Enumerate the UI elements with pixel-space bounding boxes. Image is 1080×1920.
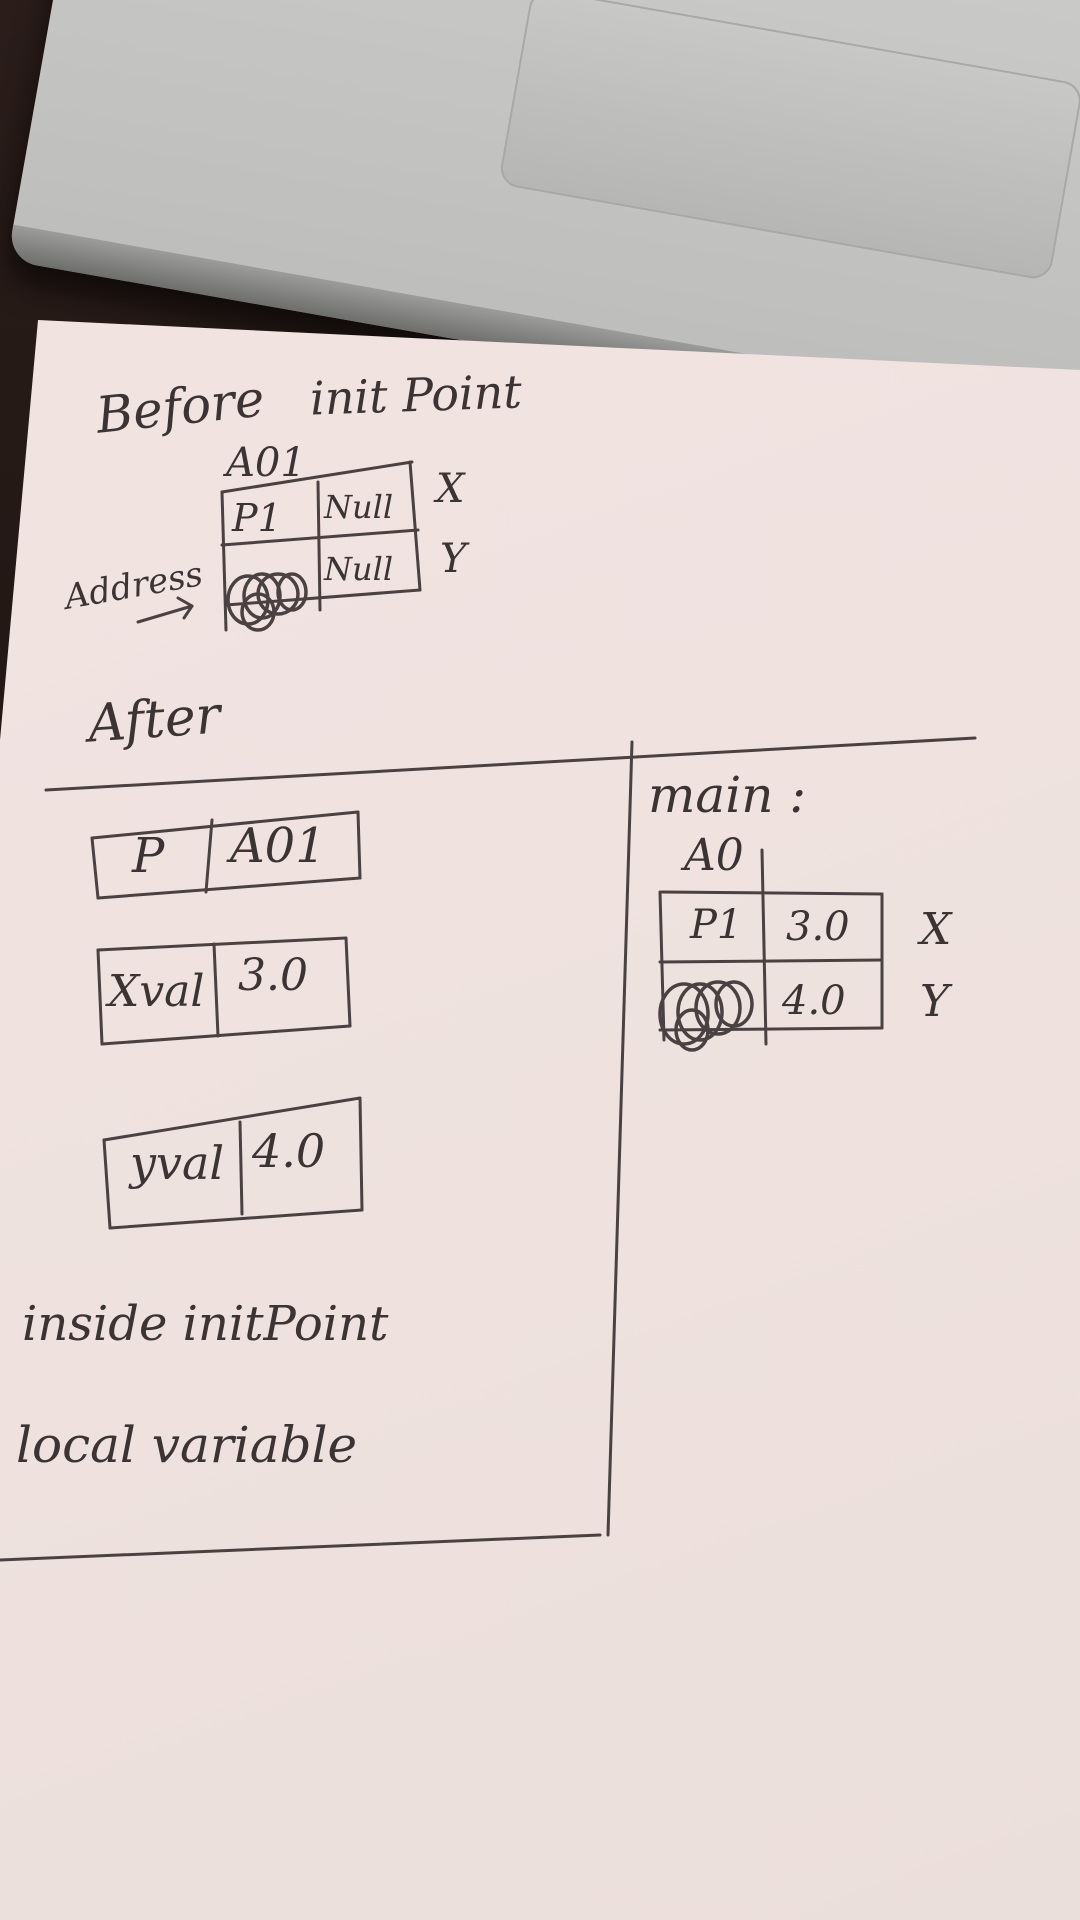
before-y-field: Y: [440, 536, 467, 582]
bottom-divider: [0, 1533, 602, 1562]
local-caption-line2: local variable: [16, 1416, 358, 1474]
main-y-field: Y: [920, 976, 950, 1027]
before-x-field: X: [436, 466, 465, 512]
before-memory-table: [220, 460, 422, 632]
main-x-value: 3.0: [786, 904, 850, 950]
horizontal-divider: [44, 736, 977, 792]
main-p1-label: P1: [690, 902, 743, 948]
local-yval-box: [102, 1096, 364, 1230]
before-scribble: [226, 572, 308, 632]
local-yval-value: 4.0: [252, 1124, 326, 1178]
local-xval-box: [96, 936, 352, 1046]
before-subtitle: init Point: [309, 364, 523, 426]
before-y-value: Null: [324, 550, 394, 588]
main-x-field: X: [920, 904, 952, 955]
local-p-box: [90, 810, 362, 900]
main-y-value: 4.0: [782, 978, 846, 1024]
vertical-divider: [606, 740, 634, 1537]
local-yval-label: yval: [130, 1136, 225, 1190]
local-p-value: A01: [230, 818, 326, 874]
address-arrow: [136, 596, 194, 624]
main-scribble: [658, 980, 754, 1052]
local-xval-value: 3.0: [238, 950, 308, 1001]
local-xval-label: Xval: [108, 966, 205, 1017]
after-title: After: [86, 685, 223, 755]
local-p-label: P: [132, 828, 165, 884]
main-title: main :: [648, 766, 807, 824]
main-memory-table: [658, 848, 884, 1046]
before-cell-address: A01: [226, 440, 306, 486]
main-cell-address: A0: [684, 830, 744, 881]
before-p1-label: P1: [232, 496, 282, 540]
before-x-value: Null: [324, 488, 394, 526]
local-caption-line1: inside initPoint: [22, 1296, 389, 1352]
